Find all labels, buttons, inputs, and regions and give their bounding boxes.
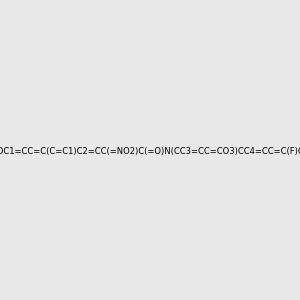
Text: CCOC1=CC=C(C=C1)C2=CC(=NO2)C(=O)N(CC3=CC=CO3)CC4=CC=C(F)C=C4: CCOC1=CC=C(C=C1)C2=CC(=NO2)C(=O)N(CC3=CC… [0, 147, 300, 156]
